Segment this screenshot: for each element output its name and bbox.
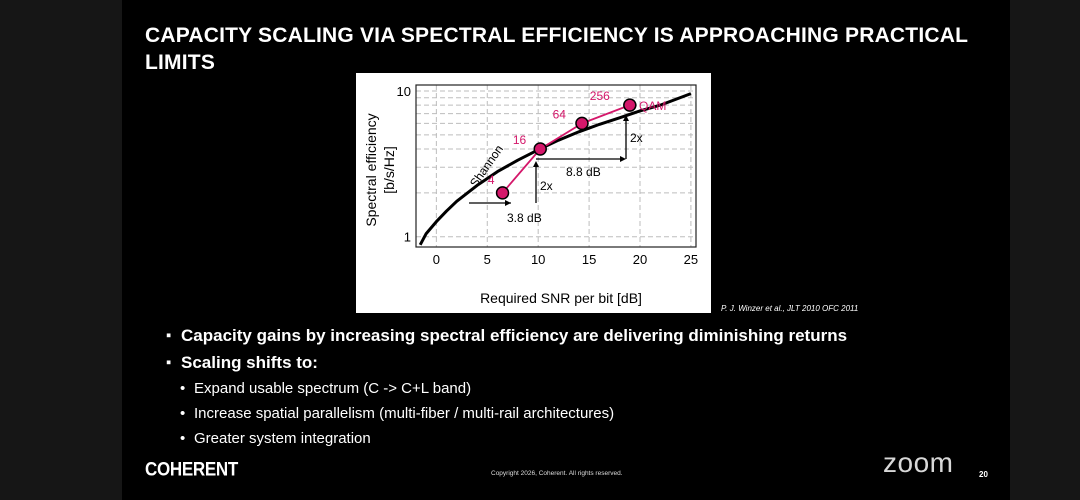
x-tick-label: 25 <box>684 252 698 267</box>
zoom-watermark: zoom <box>883 447 954 478</box>
sub-bullet-item: Increase spatial parallelism (multi-fibe… <box>166 401 847 426</box>
x-tick-label: 0 <box>433 252 440 267</box>
annotation-3-8db: 3.8 dB <box>507 211 542 225</box>
qam-point <box>495 186 510 200</box>
series-lines <box>418 92 692 246</box>
arrow-head <box>623 115 629 121</box>
qam-curve <box>501 104 631 194</box>
sub-bullet-item: Expand usable spectrum (C -> C+L band) <box>166 376 847 401</box>
annotation-2x-lower: 2x <box>540 179 553 193</box>
qam-point-label: 256 <box>590 89 610 103</box>
qam-point <box>623 98 637 112</box>
qam-point-label: 64 <box>553 107 567 121</box>
qam-point-label: 16 <box>513 133 527 147</box>
plot-frame <box>415 84 697 248</box>
x-tick-label: 15 <box>582 252 596 267</box>
bullet-item: Scaling shifts to: <box>166 349 847 376</box>
bullet-item: Capacity gains by increasing spectral ef… <box>166 322 847 349</box>
chart-grid <box>416 85 696 247</box>
citation: P. J. Winzer et al., JLT 2010 OFC 2011 <box>721 304 859 313</box>
y-tick-label: 10 <box>397 84 411 99</box>
series-label-qam: QAM <box>639 99 666 113</box>
arrow-head <box>533 161 539 167</box>
arrow-head <box>620 156 626 162</box>
bullet-list: Capacity gains by increasing spectral ef… <box>166 322 847 451</box>
x-tick-label: 10 <box>531 252 545 267</box>
y-axis-label: Spectral efficiency <box>363 113 379 226</box>
coherent-logo: COHERENT <box>145 458 238 480</box>
sub-bullet-item: Greater system integration <box>166 426 847 451</box>
qam-points: 4 16 64 256 <box>488 89 637 200</box>
slide-title: CAPACITY SCALING VIA SPECTRAL EFFICIENCY… <box>145 24 968 74</box>
annotation-2x-upper: 2x <box>630 131 643 145</box>
x-axis-label: Required SNR per bit [dB] <box>480 290 642 306</box>
page-number: 20 <box>979 470 988 479</box>
chart-annotations: 3.8 dB 8.8 dB 2x 2x Shannon QAM <box>467 99 666 225</box>
chart-svg: 0 5 10 15 20 25 1 10 3.8 dB 8.8 dB 2x 2x Shanno… <box>363 84 699 306</box>
shannon-curve <box>418 92 692 246</box>
annotation-8-8db: 8.8 dB <box>566 165 601 179</box>
y-axis-unit: [b/s/Hz] <box>381 146 397 193</box>
y-tick-label: 1 <box>404 230 411 245</box>
qam-point-label: 4 <box>488 173 495 187</box>
axis-ticks: 0 5 10 15 20 25 1 10 <box>397 84 699 267</box>
qam-point <box>533 142 547 156</box>
x-tick-label: 5 <box>484 252 491 267</box>
arrow-head <box>505 200 511 206</box>
copyright-text: Copyright 2026, Coherent. All rights res… <box>491 470 623 477</box>
spectral-efficiency-chart: 0 5 10 15 20 25 1 10 3.8 dB 8.8 dB 2x 2x Shanno… <box>356 73 711 313</box>
qam-point <box>575 116 589 131</box>
x-tick-label: 20 <box>633 252 647 267</box>
